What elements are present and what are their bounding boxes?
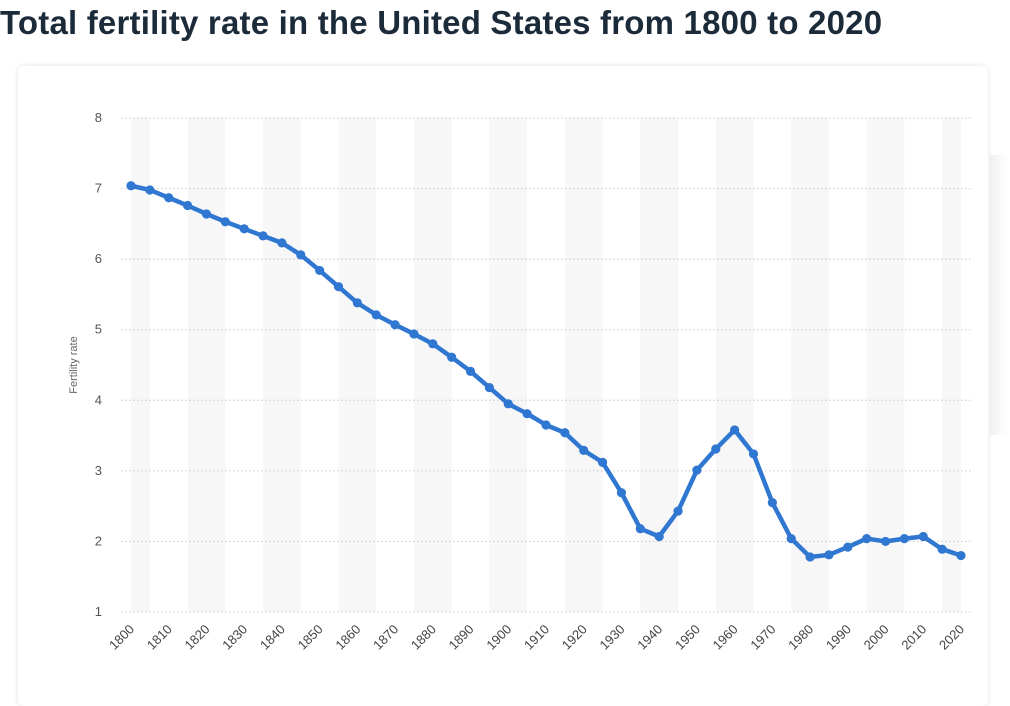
data-point <box>843 542 853 552</box>
x-tick-label: 1970 <box>747 622 778 653</box>
data-point <box>258 231 268 241</box>
data-point <box>862 534 872 544</box>
data-point <box>880 536 891 547</box>
x-tick-label: 1860 <box>332 622 363 653</box>
y-tick-label: 3 <box>95 463 102 478</box>
column-bands <box>131 118 961 612</box>
x-tick-label: 1940 <box>634 622 665 653</box>
data-point <box>447 352 457 362</box>
data-point <box>937 544 947 554</box>
data-points <box>126 181 966 562</box>
data-point <box>409 329 419 339</box>
gridlines <box>121 117 971 613</box>
data-point <box>560 428 570 438</box>
x-tick-label: 1990 <box>823 622 854 653</box>
data-point <box>371 310 381 320</box>
x-tick-label: 1980 <box>785 622 816 653</box>
data-point <box>333 282 344 292</box>
x-tick-label: 1950 <box>672 622 703 653</box>
data-point <box>541 420 551 430</box>
data-point <box>673 506 683 516</box>
data-point <box>277 238 287 248</box>
y-tick-label: 4 <box>95 392 102 407</box>
data-point <box>711 444 721 454</box>
data-point <box>503 399 513 409</box>
x-tick-label: 1890 <box>446 622 477 653</box>
column-band <box>131 118 150 612</box>
data-point <box>805 552 815 562</box>
x-tick-label: 1840 <box>257 622 288 653</box>
y-axis-title: Fertility rate <box>68 336 80 393</box>
data-point <box>730 425 740 435</box>
x-tick-label: 1850 <box>295 622 326 653</box>
x-tick-label: 1920 <box>559 622 590 653</box>
panel-edge-shadow <box>990 155 1010 435</box>
x-tick-label: 2000 <box>861 622 892 653</box>
data-point <box>616 488 627 498</box>
column-band <box>263 118 301 612</box>
data-point <box>597 457 608 467</box>
data-point <box>484 382 495 393</box>
x-tick-label: 1930 <box>597 622 628 653</box>
x-tick-label: 1880 <box>408 622 439 653</box>
column-band <box>338 118 377 612</box>
data-point <box>635 524 645 534</box>
data-point <box>352 298 362 308</box>
data-point <box>220 217 230 227</box>
column-band <box>791 118 829 612</box>
x-axis-ticks: 1800 1810 1820 1830 1840 1850 1860 1870 1880 1890… <box>106 622 967 653</box>
column-band <box>715 118 754 612</box>
data-point <box>164 193 174 203</box>
column-band <box>413 118 452 612</box>
chart-title: Total fertility rate in the United State… <box>0 4 883 41</box>
data-point <box>465 366 476 376</box>
data-point <box>126 181 136 191</box>
data-point <box>522 409 532 419</box>
data-point <box>579 445 589 455</box>
data-point <box>145 185 155 195</box>
x-tick-label: 1820 <box>182 622 213 653</box>
column-band <box>564 118 603 612</box>
x-tick-label: 1810 <box>144 622 175 653</box>
x-tick-label: 1830 <box>219 622 250 653</box>
data-point <box>824 550 834 560</box>
x-tick-label: 2010 <box>898 622 929 653</box>
x-tick-label: 1900 <box>483 622 514 653</box>
data-point <box>786 534 796 544</box>
data-point <box>956 550 966 561</box>
x-tick-label: 2020 <box>936 622 967 653</box>
y-tick-label: 8 <box>95 110 102 125</box>
data-point <box>654 531 664 542</box>
column-band <box>187 118 226 612</box>
column-band <box>489 118 528 612</box>
y-tick-label: 1 <box>95 604 102 619</box>
y-tick-label: 6 <box>95 251 102 266</box>
y-tick-label: 2 <box>95 533 102 548</box>
x-tick-label: 1870 <box>370 622 401 653</box>
data-point <box>315 265 325 276</box>
column-band <box>866 118 905 612</box>
x-tick-label: 1960 <box>710 622 741 653</box>
x-tick-label: 1910 <box>521 622 552 653</box>
data-point <box>296 250 306 260</box>
data-point <box>748 449 759 459</box>
data-point <box>182 200 193 211</box>
data-point <box>390 320 400 330</box>
data-point <box>692 465 702 475</box>
x-tick-label: 1800 <box>106 622 137 653</box>
data-point <box>201 209 212 219</box>
y-tick-label: 7 <box>95 181 102 196</box>
data-point <box>428 339 438 349</box>
line-chart: 1 2 3 4 5 6 7 8 1800 1810 1820 1830 1840 1850 1860 187… <box>68 110 971 653</box>
y-axis-ticks: 1 2 3 4 5 6 7 8 <box>95 110 102 619</box>
data-point <box>239 224 249 234</box>
series-line <box>128 183 964 560</box>
column-band <box>942 118 961 612</box>
data-point <box>899 534 910 544</box>
data-point <box>918 531 928 542</box>
y-tick-label: 5 <box>95 322 102 337</box>
data-point <box>767 498 777 508</box>
